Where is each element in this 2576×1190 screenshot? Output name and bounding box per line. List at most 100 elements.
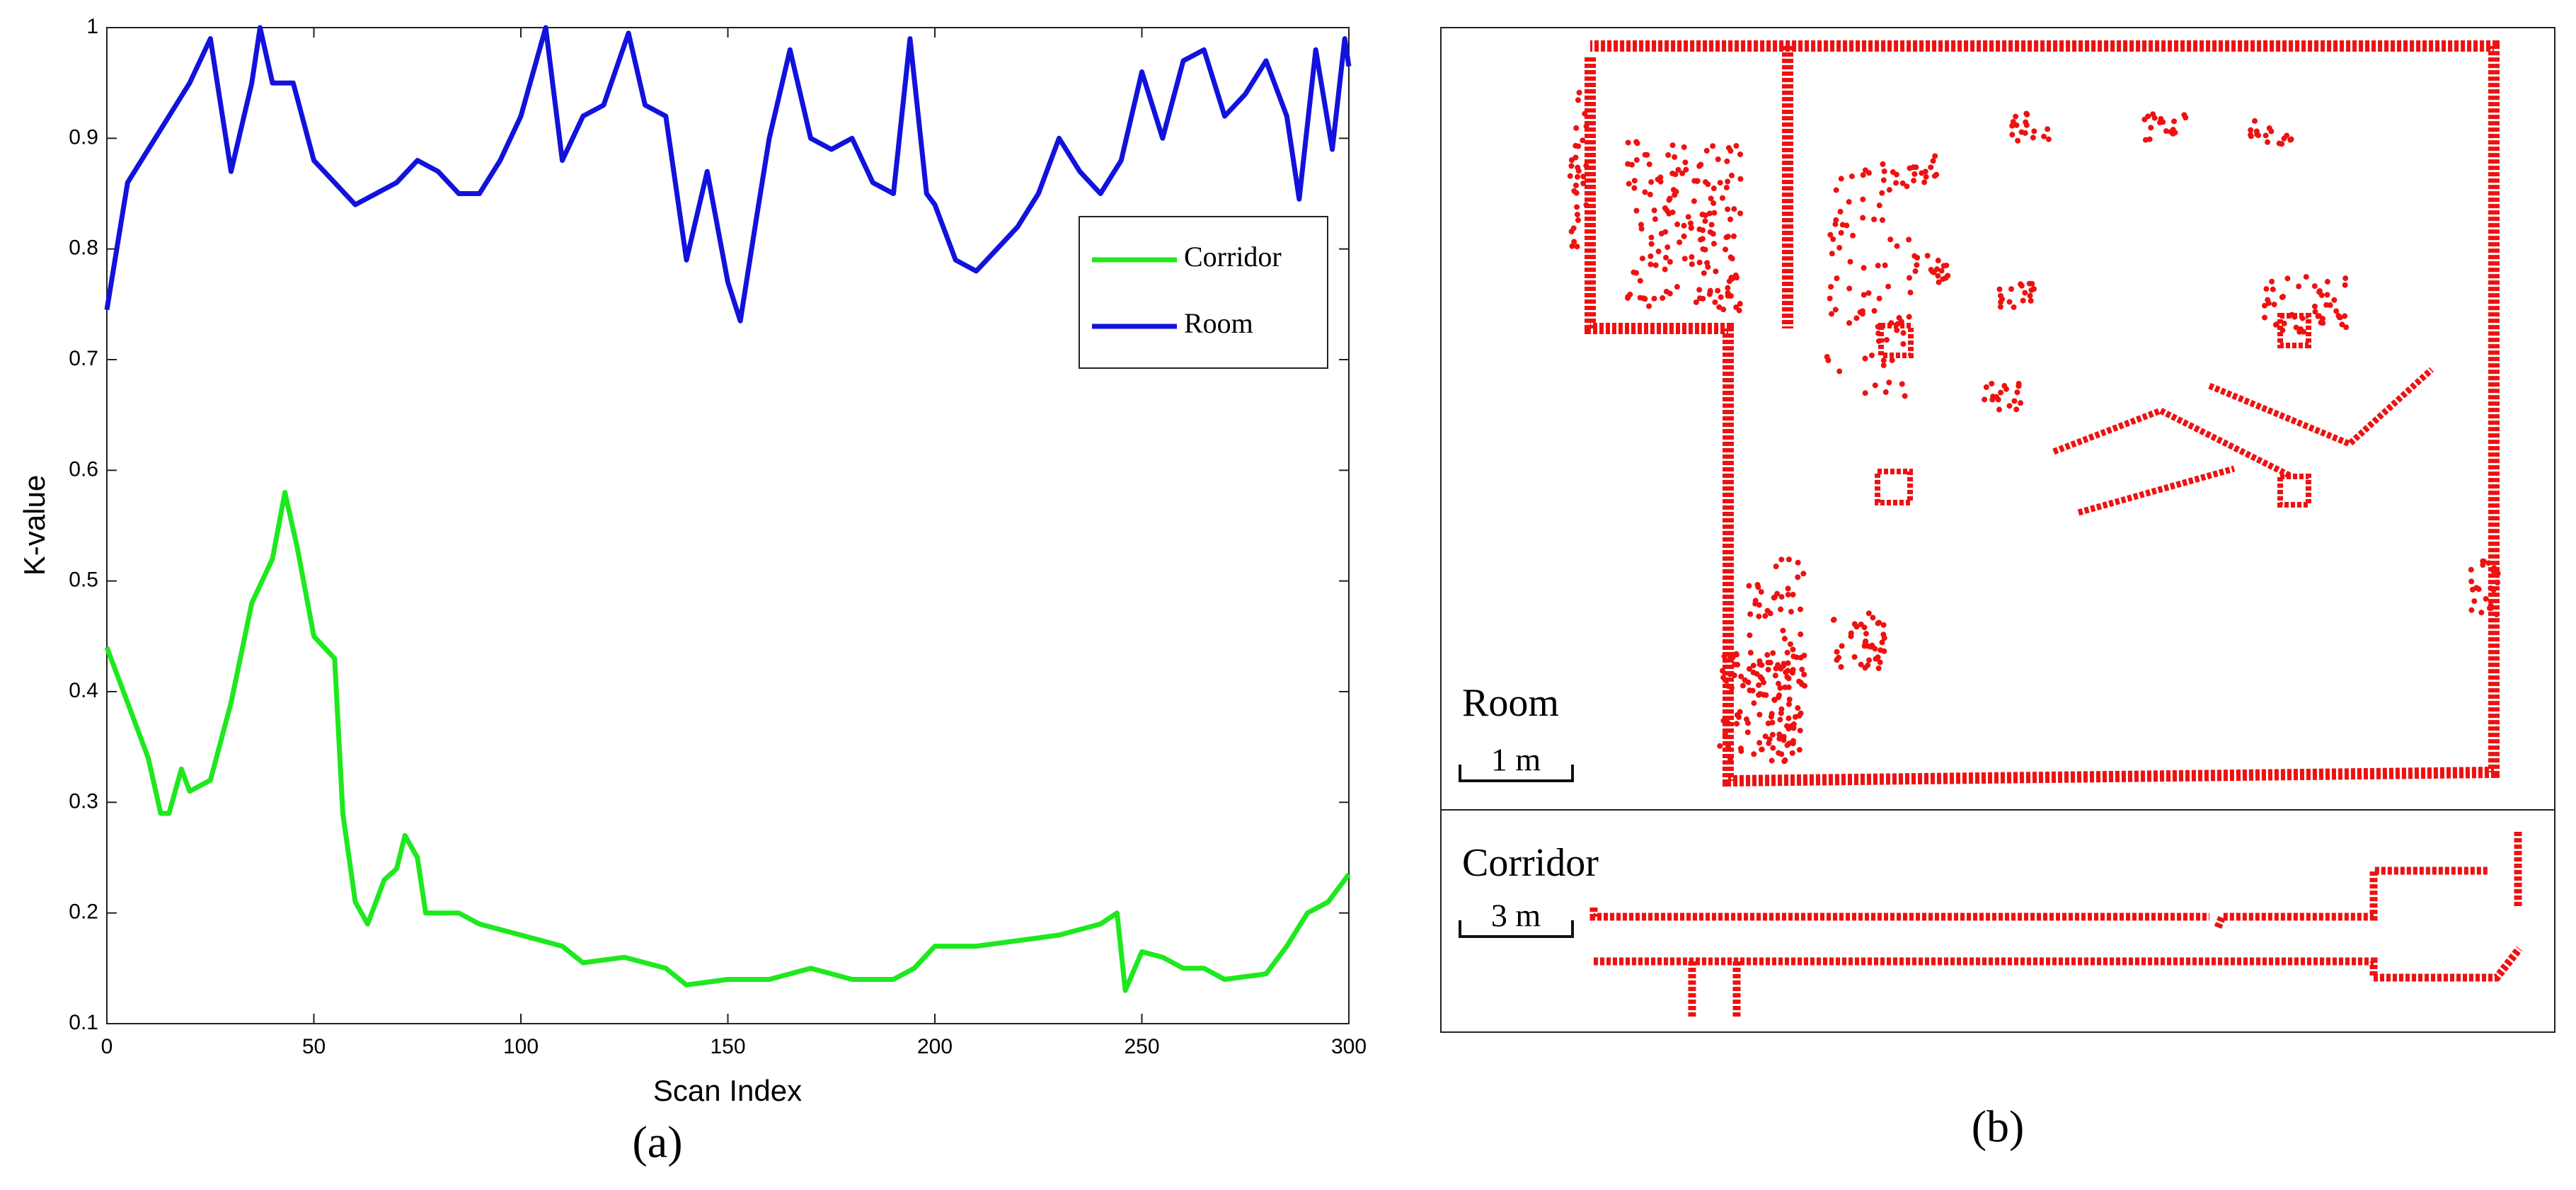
scan-point xyxy=(1642,189,1648,195)
scan-point xyxy=(1648,179,1655,185)
scan-point xyxy=(1757,691,1764,697)
scan-point xyxy=(1869,642,1875,648)
scan-point xyxy=(1936,279,1942,285)
scan-point xyxy=(1839,643,1845,649)
x-tick-label: 50 xyxy=(302,1035,326,1058)
x-tick-label: 300 xyxy=(1331,1035,1367,1058)
scan-point xyxy=(2271,302,2277,308)
scan-point xyxy=(1769,757,1775,764)
scan-point xyxy=(1758,589,1764,595)
scan-point xyxy=(1633,156,1640,163)
scan-noise xyxy=(1567,89,2501,765)
scan-point xyxy=(1681,222,1687,229)
series-line xyxy=(104,490,1351,993)
scan-point xyxy=(1652,262,1659,268)
scan-point xyxy=(1716,304,1723,310)
scan-point xyxy=(1996,406,2003,413)
scan-point xyxy=(2488,585,2494,591)
y-axis-label: K-value xyxy=(18,475,51,576)
room-furniture xyxy=(2052,367,2434,516)
caption: (a) xyxy=(632,1117,682,1167)
scan-point xyxy=(1670,187,1677,193)
scan-point xyxy=(1876,295,1882,302)
scan-point xyxy=(1765,720,1771,726)
scan-point xyxy=(1880,177,1887,183)
scan-point xyxy=(2170,127,2176,133)
scan-point xyxy=(1691,178,1698,184)
scan-point xyxy=(1746,583,1752,589)
scan-point xyxy=(2248,132,2254,138)
scan-point xyxy=(2339,321,2345,328)
scan-point xyxy=(2301,328,2307,335)
scan-point xyxy=(2029,280,2035,287)
scan-point xyxy=(2252,118,2258,124)
scan-point xyxy=(1747,650,1754,656)
scan-point xyxy=(1785,591,1791,597)
scan-point xyxy=(1904,183,1910,190)
scan-point xyxy=(1765,659,1771,665)
y-tick-label: 0.2 xyxy=(69,900,98,924)
scan-point xyxy=(1703,179,1709,185)
scan-point xyxy=(2263,286,2270,292)
scan-point xyxy=(1734,721,1740,727)
scan-point xyxy=(1700,227,1706,234)
scan-point xyxy=(1738,673,1744,680)
scan-point xyxy=(1700,246,1706,252)
scan-point xyxy=(2279,141,2285,147)
scan-point xyxy=(1796,747,1802,753)
scan-point xyxy=(1679,170,1686,176)
scan-point xyxy=(1911,253,1918,259)
scan-point xyxy=(1848,630,1854,636)
scan-point xyxy=(2311,303,2318,309)
scan-point xyxy=(1989,380,1995,387)
scan-point xyxy=(1662,266,1668,273)
scan-point xyxy=(1838,176,1844,182)
scan-point xyxy=(1781,636,1788,642)
scan-point xyxy=(1900,330,1907,336)
scan-point xyxy=(1574,204,1580,210)
scan-point xyxy=(1846,199,1852,205)
x-tick-label: 200 xyxy=(917,1035,953,1058)
scan-point xyxy=(1786,684,1792,690)
scan-point xyxy=(1780,627,1786,634)
scan-point xyxy=(2315,313,2321,319)
scan-point xyxy=(1735,661,1741,668)
scan-point xyxy=(1669,171,1676,177)
corridor-map xyxy=(1589,832,2523,1019)
scan-point xyxy=(1732,272,1739,278)
scan-point xyxy=(2011,398,2018,404)
scan-point xyxy=(1702,218,1708,224)
scan-point xyxy=(1846,320,1853,326)
scan-point xyxy=(1860,196,1866,202)
scan-point xyxy=(1781,737,1787,743)
scan-point xyxy=(1888,320,1894,326)
scan-point xyxy=(1778,665,1784,672)
scan-point xyxy=(1683,166,1689,173)
scan-point xyxy=(1898,319,1904,325)
scan-point xyxy=(2150,111,2156,118)
scan-point xyxy=(2473,585,2480,591)
scan-point xyxy=(1648,253,1654,259)
scan-point xyxy=(1703,147,1710,154)
scan-point xyxy=(1838,664,1844,670)
scan-point xyxy=(1730,233,1737,239)
scan-point xyxy=(1846,285,1853,292)
scan-point xyxy=(1663,288,1669,294)
scan-point xyxy=(1674,284,1680,290)
scan-point xyxy=(1869,353,1875,359)
scan-point xyxy=(1801,671,1807,677)
scan-point xyxy=(2022,290,2028,296)
scan-point xyxy=(1710,241,1717,247)
y-tick-label: 0.7 xyxy=(69,347,98,370)
scan-point xyxy=(1862,390,1868,396)
scan-point xyxy=(1788,609,1794,615)
scan-point xyxy=(1837,209,1844,215)
scan-point xyxy=(1761,680,1767,686)
scan-point xyxy=(1786,701,1792,707)
scan-point xyxy=(2483,595,2489,602)
corridor-walls xyxy=(1589,832,2523,1019)
y-tick-label: 0.8 xyxy=(69,236,98,260)
scan-point xyxy=(2015,137,2021,144)
scan-point xyxy=(1784,742,1790,748)
scan-point xyxy=(2041,133,2047,139)
